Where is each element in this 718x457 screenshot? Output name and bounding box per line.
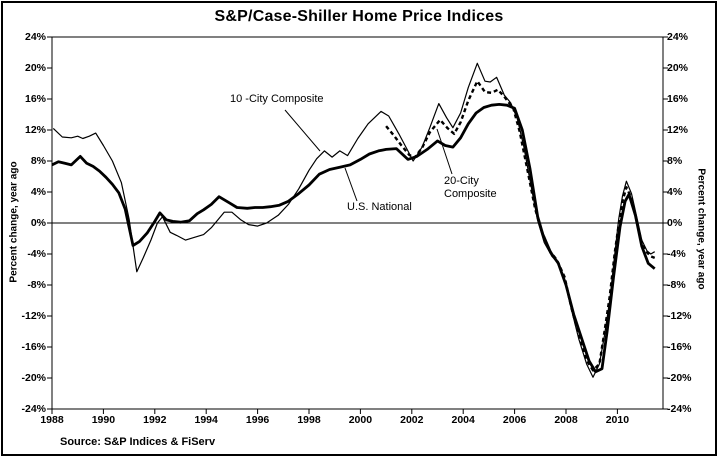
x-axis-tick-label: 1998 <box>297 414 321 426</box>
annotation-20-city-composite: 20-City Composite <box>444 175 497 200</box>
y-axis-tick-label: -8% <box>667 279 686 291</box>
x-axis-tick-label: 2006 <box>502 414 527 426</box>
y-axis-tick-label: 24% <box>24 31 46 43</box>
annotation-pointer-line <box>284 109 321 152</box>
x-axis-tick-label: 2002 <box>400 414 424 426</box>
y-axis-title-right: Percent change, year ago <box>695 168 707 290</box>
y-axis-tick-label: -4% <box>667 248 686 260</box>
chart-title: S&P/Case-Shiller Home Price Indices <box>214 8 504 25</box>
y-axis-tick-label: 12% <box>667 124 689 136</box>
x-axis-tick-label: 2000 <box>348 414 373 426</box>
y-axis-tick-label: 20% <box>24 62 46 74</box>
y-axis-tick-label: 0% <box>30 217 46 229</box>
y-axis-tick-label: -4% <box>27 248 46 260</box>
y-axis-tick-label: -12% <box>21 310 46 322</box>
y-axis-tick-label: -8% <box>27 279 46 291</box>
y-axis-tick-label: 20% <box>667 62 689 74</box>
y-axis-tick-label: 16% <box>24 93 46 105</box>
x-axis-tick-label: 2008 <box>554 414 578 426</box>
y-axis-tick-label: 16% <box>667 93 689 105</box>
y-axis-tick-label: 24% <box>667 31 689 43</box>
y-axis-tick-label: -16% <box>667 341 692 353</box>
x-axis-tick-label: 1996 <box>245 414 270 426</box>
y-axis-tick-label: -20% <box>667 372 692 384</box>
x-axis-tick-label: 2004 <box>451 414 475 426</box>
y-axis-tick-label: 8% <box>667 155 683 167</box>
y-axis-tick-label: -24% <box>667 403 692 415</box>
x-axis-tick-label: 1988 <box>40 414 64 426</box>
annotation-us-national: U.S. National <box>347 201 412 213</box>
x-axis-tick-label: 1994 <box>194 414 218 426</box>
source-note: Source: S&P Indices & FiServ <box>60 436 216 448</box>
annotation-10-city-composite: 10 -City Composite <box>230 93 324 105</box>
series-10-city-composite-line <box>52 62 656 378</box>
x-axis-tick-label: 1992 <box>143 414 167 426</box>
y-axis-tick-label: 8% <box>30 155 46 167</box>
x-axis-tick-label: 1990 <box>91 414 116 426</box>
annotation-pointer-line <box>436 128 453 175</box>
y-axis-tick-label: 4% <box>30 186 46 198</box>
y-axis-tick-label: 0% <box>667 217 683 229</box>
y-axis-tick-label: 12% <box>24 124 46 136</box>
x-axis-tick-label: 2010 <box>605 414 630 426</box>
y-axis-tick-label: -16% <box>21 341 46 353</box>
series-u-s-national-line <box>51 103 656 374</box>
annotation-pointer-line <box>344 167 358 202</box>
y-axis-tick-label: -20% <box>21 372 46 384</box>
y-axis-title-left: Percent change, year ago <box>8 161 20 283</box>
y-axis-tick-label: -24% <box>21 403 46 415</box>
y-axis-tick-label: -12% <box>667 310 692 322</box>
y-axis-tick-label: 4% <box>667 186 683 198</box>
